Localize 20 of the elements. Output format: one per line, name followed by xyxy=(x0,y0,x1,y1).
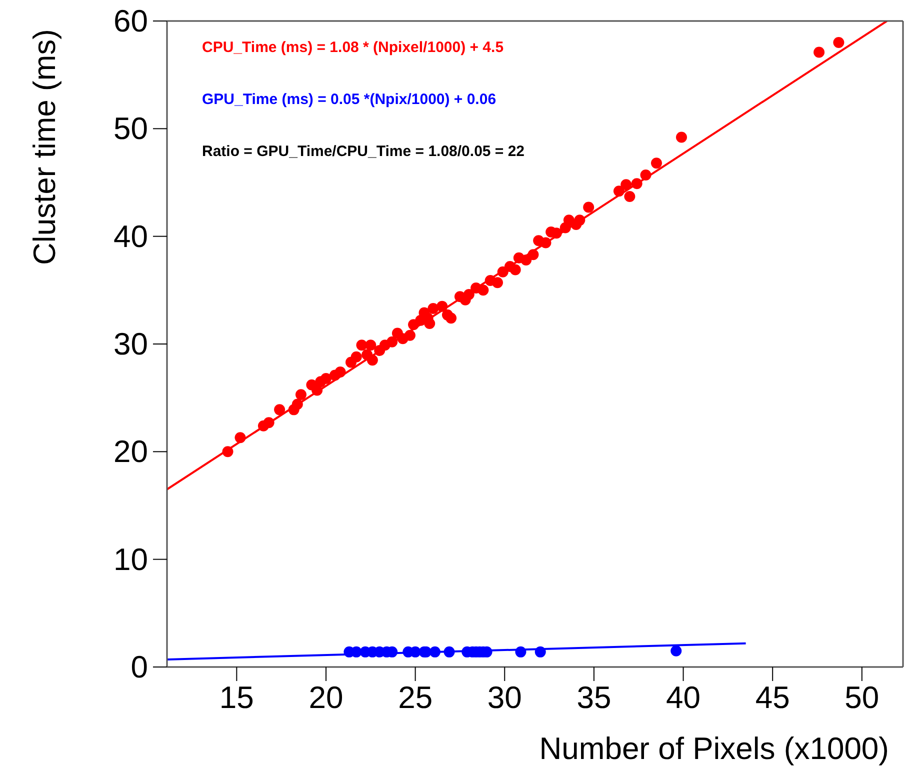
y-tick-label: 40 xyxy=(114,218,148,254)
y-tick-label: 20 xyxy=(114,434,148,470)
x-tick-label: 40 xyxy=(666,680,701,716)
x-tick-label: 15 xyxy=(219,680,254,716)
y-axis-title: Cluster time (ms) xyxy=(27,29,62,265)
x-tick-label: 50 xyxy=(844,680,880,716)
y-tick-label: 0 xyxy=(130,650,148,684)
x-tick-label: 20 xyxy=(308,680,344,716)
y-tick-label: 50 xyxy=(114,111,148,146)
y-tick-label: 60 xyxy=(114,4,148,38)
x-tick-label: 30 xyxy=(487,680,522,716)
annotation: CPU_Time (ms) = 1.08 * (Npixel/1000) + 4.5 xyxy=(202,39,504,56)
x-tick-label: 25 xyxy=(398,680,433,716)
annotation: Ratio = GPU_Time/CPU_Time = 1.08/0.05 = 22 xyxy=(202,143,525,160)
annotation: GPU_Time (ms) = 0.05 *(Npix/1000) + 0.06 xyxy=(202,91,496,108)
y-tick-label: 30 xyxy=(114,326,148,362)
x-axis-title: Number of Pixels (x1000) xyxy=(539,731,889,766)
y-tick-label: 10 xyxy=(114,542,148,577)
x-tick-label: 35 xyxy=(576,680,612,716)
x-tick-label: 45 xyxy=(755,680,790,716)
